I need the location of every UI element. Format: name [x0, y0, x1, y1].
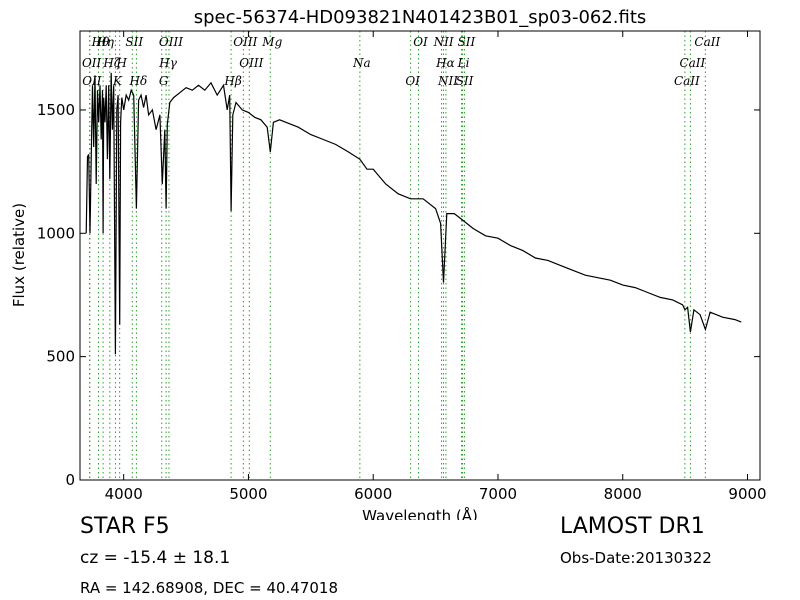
y-tick-label: 500	[46, 348, 75, 366]
line-marker-label: H	[115, 56, 127, 70]
line-label-layer: Hθ OII OII Hη Hζ K SII HHδ OIII Hγ G OIII OIII Hβ Mg Na…	[82, 35, 721, 88]
line-marker-label: OII	[82, 56, 102, 70]
line-marker-label: NII	[437, 74, 458, 88]
x-tick-label: 6000	[354, 485, 392, 503]
line-marker-label: Mg	[261, 35, 282, 49]
line-marker-label: Hζ	[102, 56, 121, 70]
line-marker-label: OII	[82, 74, 102, 88]
line-marker-label: NII	[433, 35, 454, 49]
plot-frame	[79, 30, 761, 481]
y-tick-label: 1500	[37, 101, 75, 119]
x-tick-label: 7000	[479, 485, 517, 503]
line-marker-label: SII	[456, 74, 474, 88]
line-marker-label: K	[112, 74, 123, 88]
chart-title: spec-56374-HD093821N401423B01_sp03-062.f…	[194, 7, 647, 28]
y-tick-label: 0	[65, 471, 75, 489]
x-tick-label: 9000	[728, 485, 766, 503]
spectrum-chart: spec-56374-HD093821N401423B01_sp03-062.f…	[10, 7, 767, 520]
survey-name: LAMOST DR1	[560, 514, 705, 539]
line-marker-label: CaII	[674, 74, 700, 88]
observation-date: Obs-Date:20130322	[560, 549, 712, 567]
line-marker-layer	[89, 31, 706, 480]
line-marker-label: CaII	[679, 56, 705, 70]
line-marker-label: Hδ	[129, 74, 148, 88]
x-tick-label: 5000	[229, 485, 267, 503]
line-marker-label: SII	[458, 35, 476, 49]
line-marker-label: Hβ	[223, 74, 241, 88]
redshift-readout: cz = -15.4 ± 18.1	[80, 548, 231, 568]
line-marker-label: Hγ	[158, 56, 177, 70]
x-tick-label: 8000	[604, 485, 642, 503]
line-marker-label: OIII	[159, 35, 183, 49]
line-marker-label: Hα	[435, 56, 455, 70]
line-marker-label: OIII	[239, 56, 263, 70]
spectrum-line	[85, 72, 742, 355]
line-marker-label: G	[159, 74, 169, 88]
line-marker-label: Li	[457, 56, 470, 70]
line-marker-label: OIII	[233, 35, 257, 49]
line-marker-label: CaII	[694, 35, 720, 49]
line-marker-label: Hη	[95, 35, 114, 49]
line-marker-label: OI	[405, 74, 420, 88]
y-tick-label: 1000	[37, 224, 75, 242]
line-marker-label: SII	[125, 35, 143, 49]
y-axis-label: Flux (relative)	[10, 203, 28, 307]
line-marker-label: OI	[413, 35, 428, 49]
line-marker-label: Na	[352, 56, 371, 70]
x-axis-label: Wavelength (Å)	[362, 506, 478, 520]
line-marker-label: Hθ	[91, 35, 110, 49]
x-tick-label: 4000	[105, 485, 143, 503]
axis-ticks: 4000 5000 6000 7000 8000 9000 0 500 1000 1500	[37, 31, 767, 503]
object-class: STAR F5	[80, 514, 170, 539]
coordinates-readout: RA = 142.68908, DEC = 40.47018	[80, 579, 339, 597]
